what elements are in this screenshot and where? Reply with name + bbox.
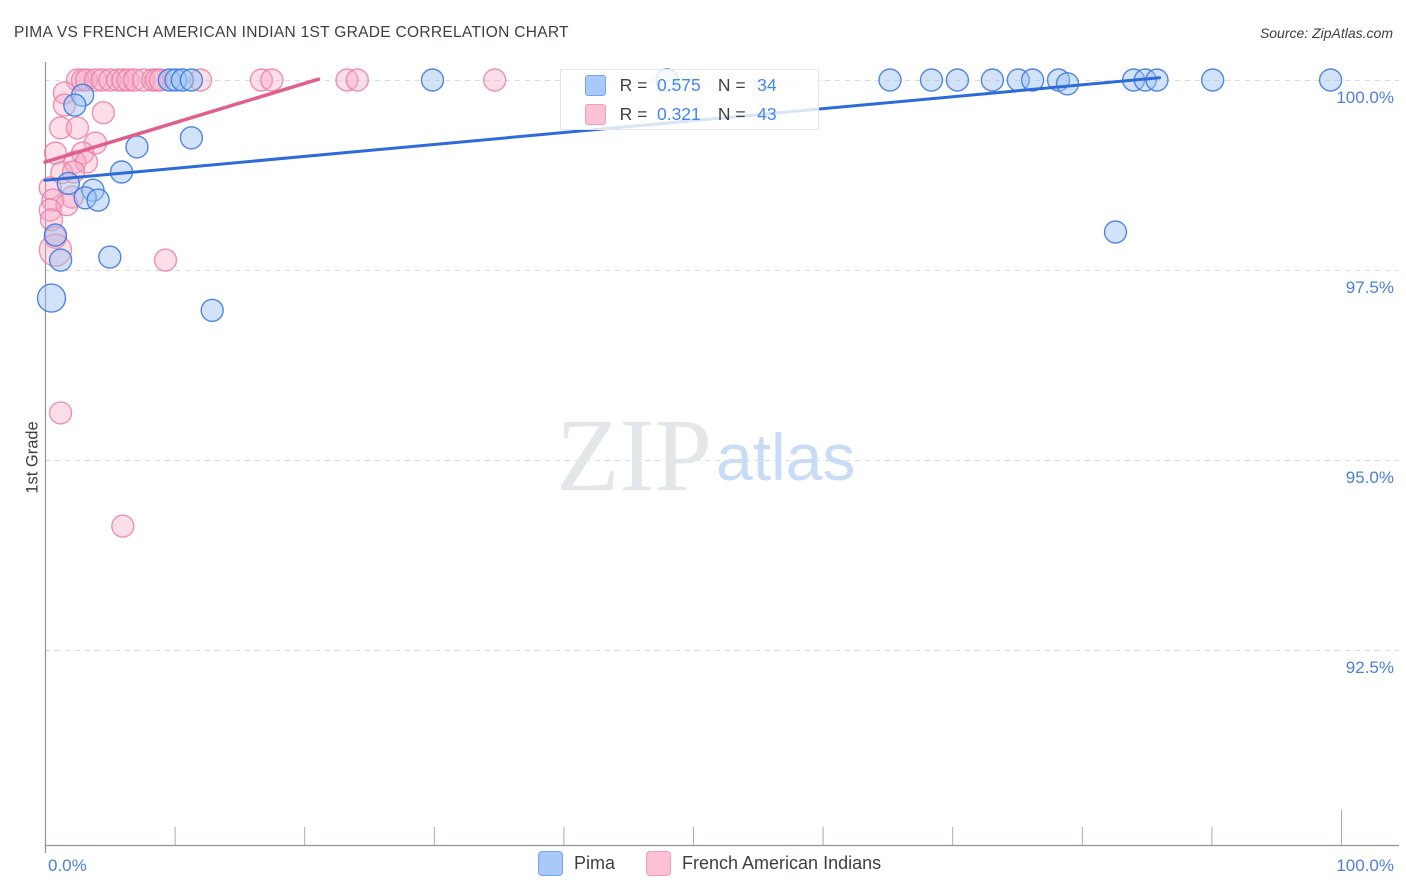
n-label: N = — [717, 74, 746, 95]
french-legend-label: French American Indians — [682, 853, 882, 873]
trendline-french-american-indians — [43, 77, 321, 164]
point-french-american-indians[interactable] — [48, 401, 73, 425]
point-french-american-indians[interactable] — [111, 514, 135, 538]
point-french-american-indians[interactable] — [345, 68, 369, 92]
point-french-american-indians[interactable] — [91, 100, 116, 125]
point-pima[interactable] — [420, 68, 445, 92]
y-tick-label: 92.5% — [1346, 658, 1394, 677]
point-french-american-indians[interactable] — [188, 68, 213, 92]
french-legend-swatch-icon — [646, 851, 672, 876]
point-pima[interactable] — [170, 68, 195, 92]
point-french-american-indians[interactable] — [260, 68, 284, 92]
y-tick-label: 95.0% — [1346, 468, 1394, 487]
point-pima[interactable] — [1103, 220, 1128, 244]
stats-row-pima: R = 0.575 N = 34 — [561, 72, 818, 98]
pima-swatch-icon — [585, 74, 606, 96]
pima-legend-swatch-icon — [538, 851, 563, 876]
point-pima[interactable] — [179, 68, 204, 92]
r-value-french: 0.321 — [656, 103, 701, 124]
point-pima[interactable] — [945, 68, 970, 92]
point-french-american-indians[interactable] — [65, 116, 90, 140]
source-label: Source: ZipAtlas.com — [1259, 25, 1393, 41]
point-french-american-indians[interactable] — [153, 248, 178, 272]
stats-row-french: R = 0.321 N = 43 — [561, 101, 818, 127]
point-pima[interactable] — [36, 283, 67, 313]
n-value-pima: 34 — [757, 74, 777, 95]
r-label: R = — [619, 74, 648, 95]
point-pima[interactable] — [43, 223, 68, 247]
point-pima[interactable] — [1055, 72, 1080, 96]
french-swatch-icon — [585, 103, 606, 125]
point-french-american-indians[interactable] — [98, 68, 122, 92]
point-pima[interactable] — [48, 248, 73, 272]
point-pima[interactable] — [200, 298, 224, 322]
x-min-label: 0.0% — [48, 856, 87, 875]
point-french-american-indians[interactable] — [41, 188, 65, 212]
series-legend: Pima French American Indians — [538, 851, 881, 876]
point-pima[interactable] — [125, 135, 149, 159]
y-tick-label: 100.0% — [1336, 88, 1394, 107]
r-value-pima: 0.575 — [656, 74, 701, 95]
point-pima[interactable] — [86, 188, 110, 212]
point-pima[interactable] — [878, 68, 902, 92]
point-pima[interactable] — [1200, 68, 1225, 92]
point-french-american-indians[interactable] — [39, 208, 64, 232]
y-axis-title: 1st Grade — [23, 421, 42, 494]
stats-legend: R = 0.575 N = 34 R = 0.321 N = 43 — [560, 69, 819, 130]
page-title: PIMA VS FRENCH AMERICAN INDIAN 1ST GRADE… — [14, 24, 569, 41]
point-pima[interactable] — [98, 245, 122, 269]
point-french-american-indians[interactable] — [48, 116, 73, 140]
point-pima[interactable] — [919, 68, 944, 92]
point-french-american-indians[interactable] — [38, 198, 62, 222]
pima-legend-label: Pima — [574, 853, 616, 873]
point-pima[interactable] — [1318, 68, 1343, 92]
point-pima[interactable] — [179, 126, 204, 150]
r-label: R = — [619, 103, 648, 124]
y-tick-label: 97.5% — [1346, 278, 1394, 297]
point-pima[interactable] — [980, 68, 1005, 92]
point-french-american-indians[interactable] — [131, 68, 156, 92]
n-label: N = — [717, 103, 746, 124]
point-pima[interactable] — [1020, 68, 1045, 92]
point-pima[interactable] — [63, 93, 87, 117]
n-value-french: 43 — [757, 103, 777, 124]
point-french-american-indians[interactable] — [483, 68, 507, 92]
x-max-label: 100.0% — [1336, 856, 1394, 875]
